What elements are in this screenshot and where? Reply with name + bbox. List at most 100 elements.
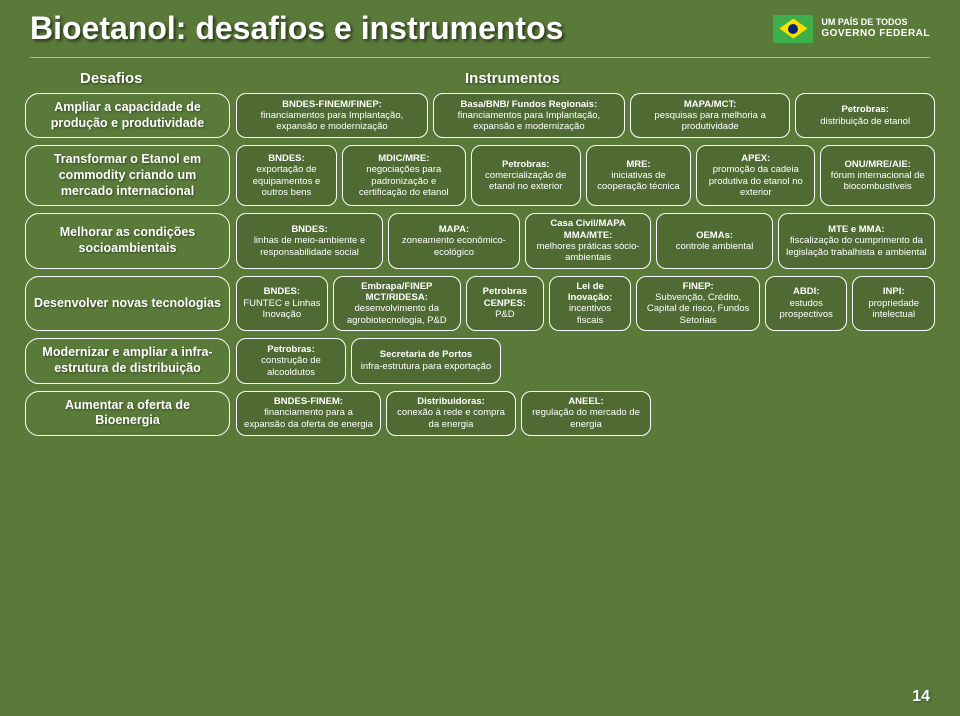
instrument-title: MAPA/MCT: [684,99,737,110]
challenge-box: Transformar o Etanol em commodity criand… [25,145,230,206]
instrument-title: Embrapa/FINEP MCT/RIDESA: [340,281,454,304]
instrument-body: iniciativas de cooperação técnica [593,170,684,193]
matrix-row: Desenvolver novas tecnologiasBNDES:FUNTE… [25,276,935,332]
instrument-body: promoção da cadeia produtiva do etanol n… [703,164,808,198]
instruments-group: Petrobras:construção de alcooldutosSecre… [236,338,501,383]
instrument-box: BNDES:linhas de meio-ambiente e responsa… [236,213,383,269]
instrument-body: Subvenção, Crédito, Capital de risco, Fu… [643,292,753,326]
instrument-body: controle ambiental [676,241,754,252]
challenge-box: Melhorar as condições socioambientais [25,213,230,269]
instrument-box: Secretaria de Portosinfra-estrutura para… [351,338,501,383]
gov-text: UM PAÍS DE TODOS GOVERNO FEDERAL [821,18,930,39]
instrument-title: BNDES: [268,153,304,164]
instrument-title: APEX: [741,153,770,164]
instrument-box: MDIC/MRE:negociações para padronização e… [342,145,466,206]
instrument-title: MTE e MMA: [828,224,884,235]
instrument-body: exportação de equipamentos e outros bens [243,164,330,198]
instrument-box: OEMAs:controle ambiental [656,213,772,269]
instrument-box: Petrobras:comercialização de etanol no e… [471,145,581,206]
instrument-box: Embrapa/FINEP MCT/RIDESA:desenvolvimento… [333,276,461,332]
instrument-box: MTE e MMA:fiscalização do cumprimento da… [778,213,935,269]
challenge-box: Desenvolver novas tecnologias [25,276,230,332]
instrument-body: melhores práticas sócio-ambientais [532,241,645,264]
instrument-title: Casa Civil/MAPA MMA/MTE: [532,218,645,241]
instrument-body: infra-estrutura para exportação [361,361,491,372]
instruments-group: BNDES-FINEM:financiamento para a expansã… [236,391,651,436]
instrument-title: Petrobras: [841,104,889,115]
instrument-box: Basa/BNB/ Fundos Regionais:financiamento… [433,93,625,138]
instrument-box: MRE:iniciativas de cooperação técnica [586,145,691,206]
instrument-box: BNDES:FUNTEC e Linhas Inovação [236,276,328,332]
matrix-row: Transformar o Etanol em commodity criand… [25,145,935,206]
instrument-title: MDIC/MRE: [378,153,429,164]
instrument-body: pesquisas para melhoria a produtividade [637,110,784,133]
instrument-title: Distribuidoras: [417,396,485,407]
instrument-title: ABDI: [793,286,819,297]
instrument-body: financiamentos para Implantação, expansã… [243,110,421,133]
instrument-title: ANEEL: [568,396,603,407]
instrument-body: financiamento para a expansão da oferta … [243,407,374,430]
instrument-title: Secretaria de Portos [380,349,472,360]
challenge-box: Modernizar e ampliar a infra-estrutura d… [25,338,230,383]
instrument-body: estudos prospectivos [772,298,841,321]
instrument-title: Petrobras CENPES: [473,286,537,309]
instrument-box: BNDES:exportação de equipamentos e outro… [236,145,337,206]
instrument-body: distribuição de etanol [820,116,910,127]
instrument-box: Petrobras CENPES:P&D [466,276,544,332]
instrument-body: FUNTEC e Linhas Inovação [243,298,321,321]
instrument-box: BNDES-FINEM/FINEP:financiamentos para Im… [236,93,428,138]
instrument-body: propriedade intelectual [859,298,928,321]
instrument-box: APEX:promoção da cadeia produtiva do eta… [696,145,815,206]
instrument-body: zoneamento econômico-ecológico [395,235,513,258]
instruments-group: BNDES:FUNTEC e Linhas InovaçãoEmbrapa/FI… [236,276,935,332]
rows-container: Ampliar a capacidade de produção e produ… [25,93,935,436]
instrument-title: BNDES: [291,224,327,235]
instrument-body: conexão à rede e compra da energia [393,407,509,430]
instrument-box: FINEP:Subvenção, Crédito, Capital de ris… [636,276,760,332]
instrument-box: MAPA/MCT:pesquisas para melhoria a produ… [630,93,791,138]
instrument-body: negociações para padronização e certific… [349,164,459,198]
instrument-body: fiscalização do cumprimento da legislaçã… [785,235,928,258]
instrument-title: Petrobras: [502,159,550,170]
instrument-title: Basa/BNB/ Fundos Regionais: [461,99,598,110]
instrument-box: Petrobras:distribuição de etanol [795,93,935,138]
instrument-box: ONU/MRE/AIE:fórum internacional de bioco… [820,145,935,206]
instrument-title: MRE: [626,159,650,170]
instrument-title: MAPA: [439,224,469,235]
instrument-title: OEMAs: [696,230,733,241]
instruments-group: BNDES:exportação de equipamentos e outro… [236,145,935,206]
column-header-instruments: Instrumentos [230,70,935,87]
column-header-challenges: Desafios [25,70,230,87]
instrument-box: MAPA:zoneamento econômico-ecológico [388,213,520,269]
instrument-body: P&D [495,309,515,320]
content-area: Desafios Instrumentos Ampliar a capacida… [0,58,960,436]
brazil-flag-icon [773,15,813,43]
instrument-box: BNDES-FINEM:financiamento para a expansã… [236,391,381,436]
gov-logo: UM PAÍS DE TODOS GOVERNO FEDERAL [773,15,930,43]
instrument-box: Lei de Inovação:incentivos fiscais [549,276,632,332]
page-title: Bioetanol: desafios e instrumentos [30,10,563,47]
instrument-box: Distribuidoras:conexão à rede e compra d… [386,391,516,436]
instrument-title: Petrobras: [267,344,315,355]
instrument-box: ANEEL:regulação do mercado de energia [521,391,651,436]
instrument-body: construção de alcooldutos [243,355,339,378]
instrument-title: FINEP: [683,281,714,292]
gov-line1: UM PAÍS DE TODOS [821,18,930,28]
instruments-group: BNDES:linhas de meio-ambiente e responsa… [236,213,935,269]
instrument-body: comercialização de etanol no exterior [478,170,574,193]
instrument-title: BNDES: [264,286,300,297]
instrument-title: Lei de Inovação: [556,281,625,304]
page-number: 14 [912,688,930,706]
instrument-box: INPI:propriedade intelectual [852,276,935,332]
instrument-body: financiamentos para Implantação, expansã… [440,110,618,133]
instrument-title: BNDES-FINEM: [274,396,343,407]
instrument-body: desenvolvimento da agrobiotecnologia, P&… [340,303,454,326]
matrix-row: Aumentar a oferta de BioenergiaBNDES-FIN… [25,391,935,436]
instrument-box: Casa Civil/MAPA MMA/MTE:melhores prática… [525,213,652,269]
instrument-body: incentivos fiscais [556,303,625,326]
challenge-box: Ampliar a capacidade de produção e produ… [25,93,230,138]
matrix-row: Modernizar e ampliar a infra-estrutura d… [25,338,935,383]
instrument-box: Petrobras:construção de alcooldutos [236,338,346,383]
instrument-title: ONU/MRE/AIE: [844,159,911,170]
matrix-row: Melhorar as condições socioambientaisBND… [25,213,935,269]
